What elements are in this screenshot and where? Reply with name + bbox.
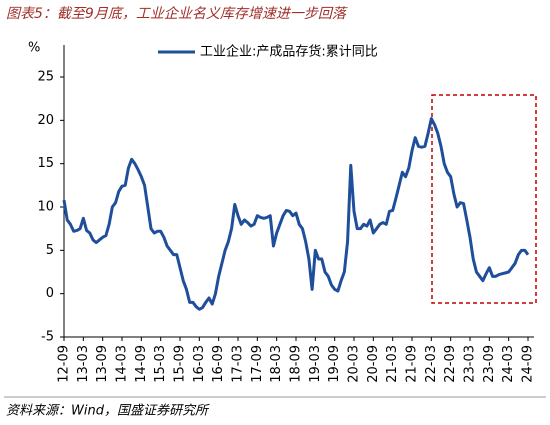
- x-tick-label: 22-09: [443, 345, 458, 383]
- y-tick-label: 20: [37, 113, 54, 128]
- x-tick-label: 17-09: [250, 345, 265, 383]
- x-tick-label: 14-09: [134, 345, 149, 383]
- x-tick-label: 17-03: [231, 345, 246, 383]
- x-tick-label: 21-03: [385, 345, 400, 383]
- source-note: 资料来源：Wind，国盛证券研究所: [6, 403, 210, 419]
- x-tick-label: 23-03: [463, 345, 478, 383]
- legend-label: 工业企业:产成品存货:累计同比: [200, 44, 378, 60]
- x-tick-label: 20-09: [366, 345, 381, 383]
- y-tick-label: -5: [41, 330, 54, 345]
- x-tick-label: 20-03: [347, 345, 362, 383]
- y-tick-label: 0: [46, 286, 54, 301]
- y-tick-label: 10: [37, 200, 54, 215]
- x-tick-label: 12-09: [57, 345, 72, 383]
- x-tick-label: 22-03: [424, 345, 439, 383]
- x-tick-label: 24-09: [521, 345, 536, 383]
- x-tick-label: 18-09: [289, 345, 304, 383]
- y-tick-label: 15: [37, 156, 54, 171]
- y-tick-label: 25: [37, 70, 54, 85]
- x-tick-label: 16-09: [211, 345, 226, 383]
- chart-title: 图表5：截至9月底，工业企业名义库存增速进一步回落: [6, 6, 348, 22]
- x-tick-label: 15-09: [173, 345, 188, 383]
- x-tick-label: 21-09: [405, 345, 420, 383]
- y-axis-label: %: [28, 41, 40, 56]
- x-tick-label: 13-09: [95, 345, 110, 383]
- x-tick-label: 13-03: [76, 345, 91, 383]
- line-series: [62, 117, 530, 311]
- x-tick-label: 19-09: [327, 345, 342, 383]
- y-tick-label: 5: [46, 243, 54, 258]
- x-tick-label: 23-09: [482, 345, 497, 383]
- x-tick-label: 19-03: [308, 345, 323, 383]
- x-tick-label: 16-03: [192, 345, 207, 383]
- x-tick-label: 14-03: [115, 345, 130, 383]
- x-tick-label: 15-03: [153, 345, 168, 383]
- x-tick-label: 18-03: [269, 345, 284, 383]
- highlight-box: [431, 94, 537, 304]
- x-tick-label: 24-03: [501, 345, 516, 383]
